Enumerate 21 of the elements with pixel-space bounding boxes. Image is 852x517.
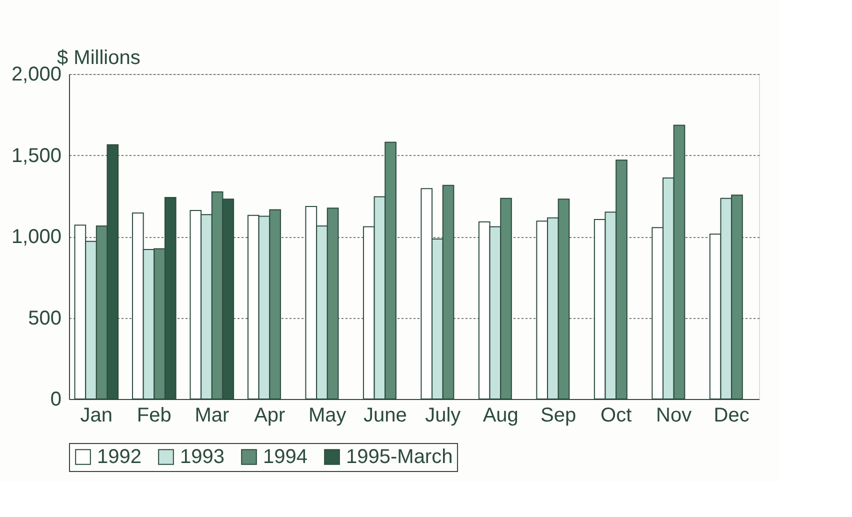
x-tick-label: Sep — [540, 404, 576, 426]
legend-label: 1995-March — [346, 446, 453, 468]
x-tick-label: Oct — [600, 404, 632, 426]
x-tick-label: Mar — [194, 404, 230, 426]
y-tick-label: 1,500 — [11, 144, 62, 167]
x-tick-label: Nov — [656, 404, 692, 426]
y-tick-label: 2,000 — [11, 64, 62, 86]
legend-label: 1993 — [180, 446, 224, 468]
x-tick-label: July — [425, 404, 461, 426]
legend-label: 1994 — [263, 446, 308, 468]
y-tick-label: 1,000 — [11, 226, 62, 248]
x-tick-label: Feb — [136, 404, 172, 426]
x-tick-label: Aug — [482, 404, 518, 426]
legend-label: 1992 — [97, 446, 142, 468]
y-tick-label: 500 — [28, 307, 62, 330]
y-tick-label: 0 — [50, 388, 62, 410]
x-tick-label: June — [363, 404, 407, 426]
x-tick-label: Dec — [714, 404, 750, 426]
x-tick-label: May — [308, 404, 346, 426]
x-tick-label: Jan — [80, 404, 113, 426]
x-tick-label: Apr — [254, 404, 286, 426]
